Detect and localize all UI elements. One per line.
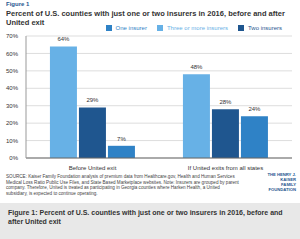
svg-text:If United exits from all state: If United exits from all states xyxy=(188,165,263,171)
html-text:FOUNDATION: FOUNDATION xyxy=(268,187,296,192)
svg-text:29%: 29% xyxy=(86,97,99,103)
html-text:Figure 1: Percent of U.S. coun: Figure 1: Percent of U.S. counties with … xyxy=(8,209,283,225)
svg-text:28%: 28% xyxy=(219,99,232,105)
html-text:KAISER: KAISER xyxy=(280,177,296,182)
html-text:THE HENRY J.: THE HENRY J. xyxy=(267,172,296,177)
svg-text:7%: 7% xyxy=(117,136,126,142)
html-text:Figure 1: Figure 1 xyxy=(6,1,30,7)
svg-text:70%: 70% xyxy=(8,33,19,39)
svg-text:10%: 10% xyxy=(8,138,19,144)
html-text:Three or more insurers: Three or more insurers xyxy=(167,25,228,31)
svg-text:40%: 40% xyxy=(8,85,19,91)
svg-text:24%: 24% xyxy=(248,106,261,112)
svg-text:48%: 48% xyxy=(190,64,203,70)
svg-text:64%: 64% xyxy=(57,36,70,42)
html-text:FAMILY: FAMILY xyxy=(281,182,296,187)
html-text:Percent of U.S. counties with: Percent of U.S. counties with just one o… xyxy=(6,9,285,27)
svg-text:20%: 20% xyxy=(8,120,19,126)
html-text:SOURCE: Kaiser Family Foundati: SOURCE: Kaiser Family Foundation analysi… xyxy=(6,174,239,196)
html-text:Two insurers: Two insurers xyxy=(248,25,282,31)
svg-text:30%: 30% xyxy=(8,103,19,109)
svg-text:Before United exit: Before United exit xyxy=(69,165,117,171)
html-text:One insurer: One insurer xyxy=(115,25,147,31)
svg-text:60%: 60% xyxy=(8,51,19,57)
svg-text:0%: 0% xyxy=(9,155,18,161)
svg-text:50%: 50% xyxy=(8,68,19,74)
